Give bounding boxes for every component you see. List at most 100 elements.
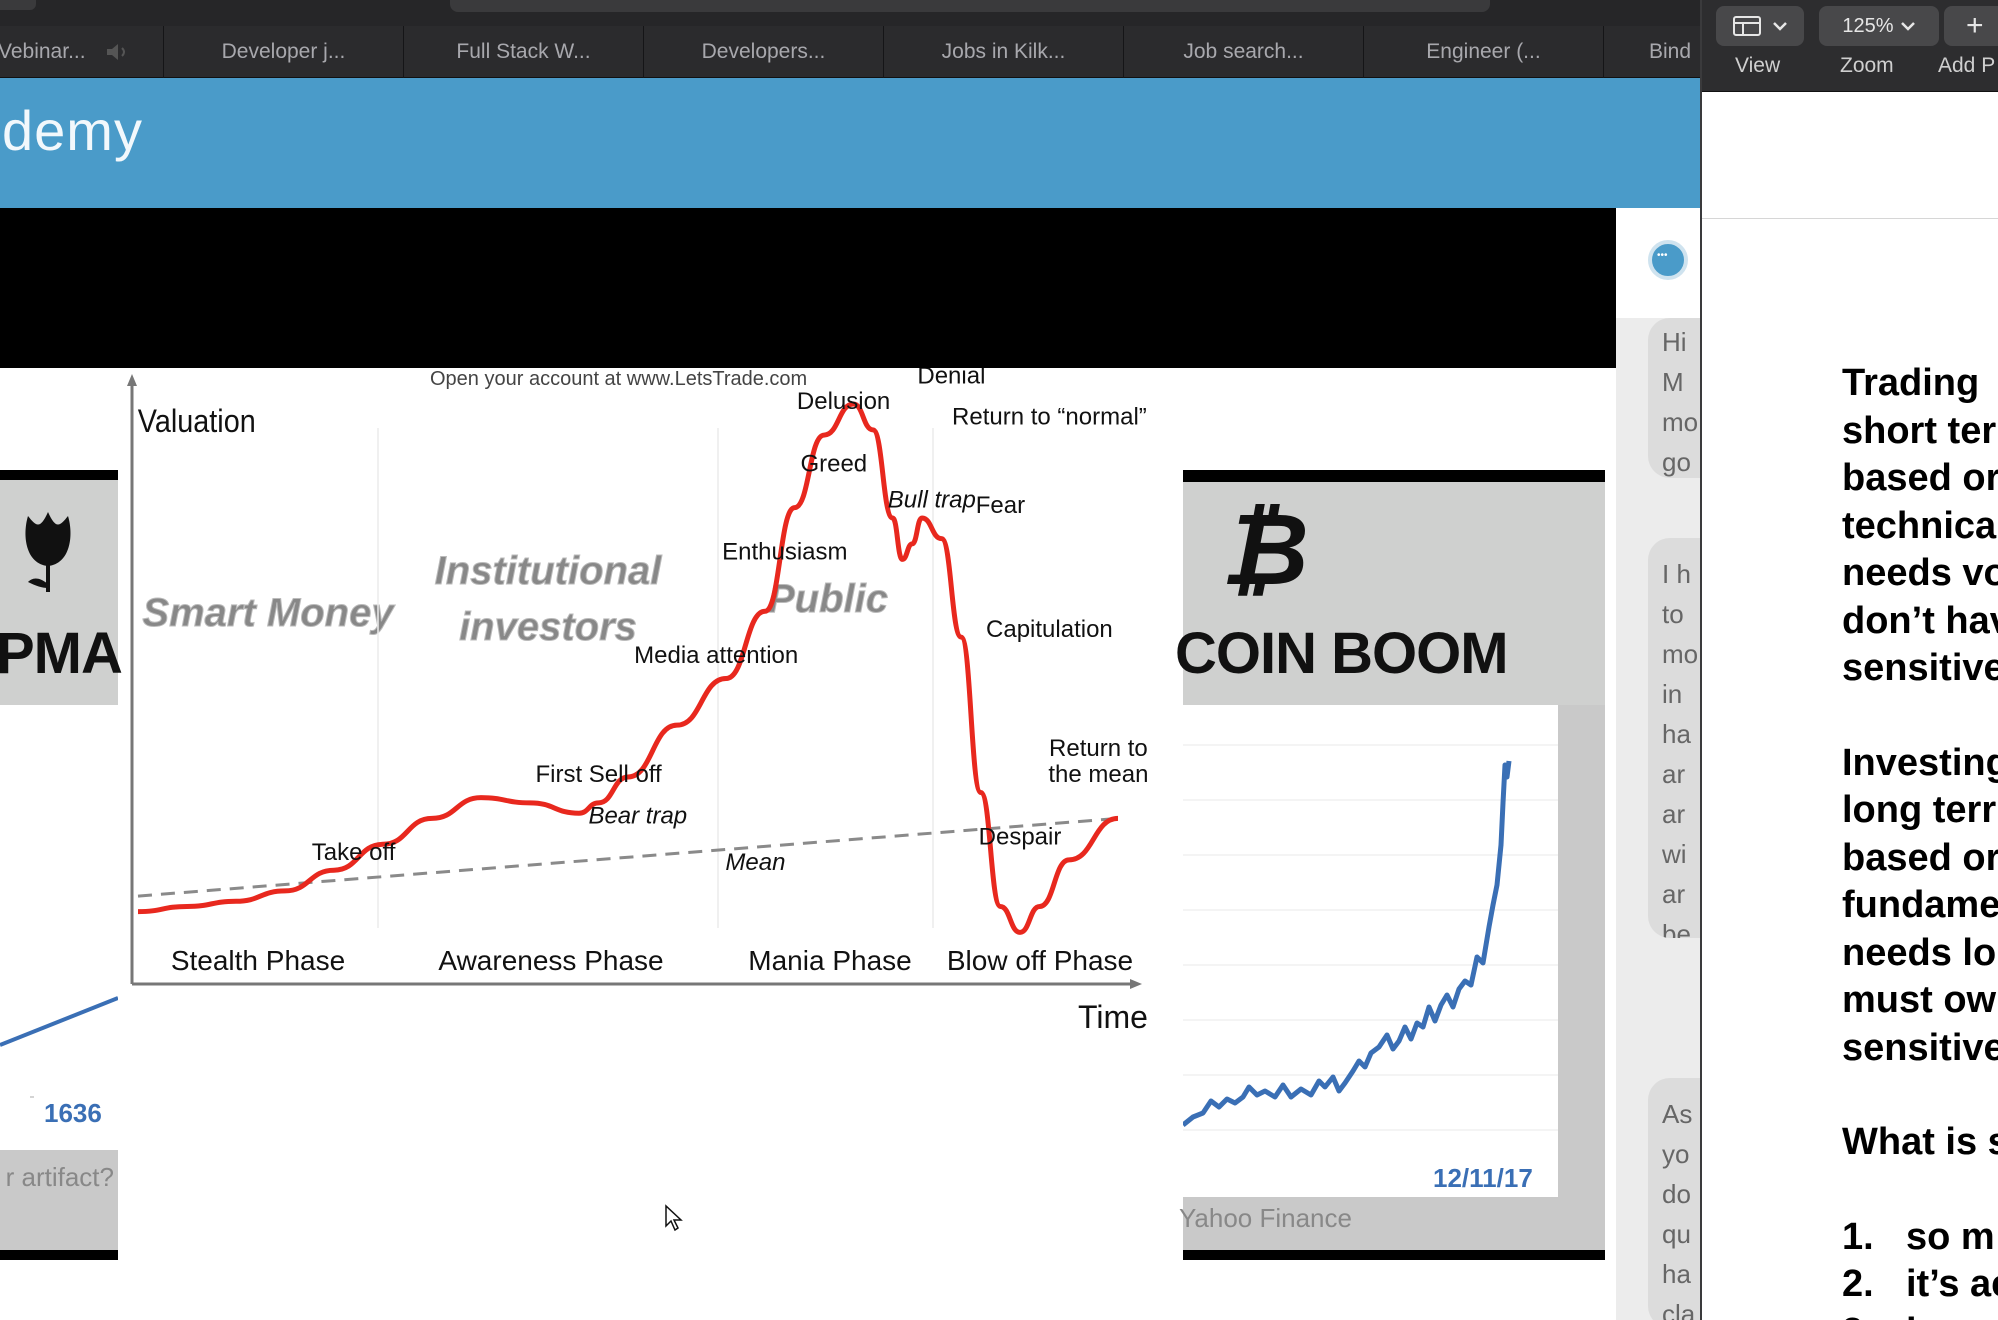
video-slide[interactable]: Open your account at www.LetsTrade.com P… [0, 368, 1616, 1320]
annotation-label: Bull trap [888, 487, 976, 514]
x-axis-arrow [1130, 979, 1142, 989]
chat-message-line: mo [1662, 407, 1699, 437]
bitcoin-panel-footer: Yahoo Finance [1179, 1197, 1605, 1250]
list-item-text: it’s ac [1906, 1263, 1998, 1305]
mouse-cursor-icon [665, 1204, 683, 1232]
browser-tab[interactable]: Engineer (... [1363, 26, 1603, 78]
browser-tab[interactable]: Job search... [1123, 26, 1363, 78]
document-line: long terr [1842, 789, 1997, 831]
document-line: needs vo [1842, 552, 1998, 594]
pages-document-window: View 125% Zoom + Add P Trading short ter b… [1700, 0, 1998, 1320]
video-letterbox [0, 208, 1616, 368]
address-bar[interactable] [450, 0, 1490, 12]
chat-message-line: qu [1662, 1219, 1691, 1249]
zoom-select[interactable]: 125% [1819, 6, 1939, 46]
bitcoin-boom-panel: ₿ COIN BOOM 12/11/17 Yahoo Finance [1175, 470, 1605, 1260]
browser-tab[interactable]: Bind [1603, 26, 1700, 78]
chat-message-line: yo [1662, 1139, 1690, 1169]
annotation-label: First Sell off [535, 761, 662, 788]
bitcoin-icon: ₿ [1221, 491, 1309, 608]
chat-message: I h to mo in ha ar ar wi ar be [1648, 538, 1708, 938]
browser-tab-bar: Vebinar... Developer j... Full Stack W..… [0, 26, 1700, 78]
annotation-label: Mean [725, 849, 785, 876]
annotation-label: Capitulation [986, 616, 1113, 643]
region-label: Institutional [435, 549, 663, 593]
window-control[interactable] [0, 0, 36, 10]
browser-tab[interactable]: Full Stack W... [403, 26, 643, 78]
annotation-label: Take off [312, 839, 396, 866]
view-button[interactable] [1716, 6, 1804, 46]
list-item: 2. it’s ac [1842, 1261, 1998, 1309]
tulip-price-chart: 1636 [0, 705, 119, 1150]
region-label: investors [459, 605, 637, 649]
annotation-label: Denial [917, 368, 985, 389]
udemy-header: demy [0, 78, 1700, 208]
chat-message-line: Hi [1662, 327, 1687, 357]
document-line: Trading [1842, 362, 1980, 404]
document-line: needs lo [1842, 931, 1997, 974]
reasons-list: 1.so m2.it’s ac3.le [1842, 1214, 1998, 1320]
tab-title: Bind [1649, 40, 1692, 63]
chat-header [1616, 208, 1700, 318]
chat-message-line: in [1662, 679, 1683, 709]
chat-message-line: ha [1662, 719, 1691, 749]
chat-message-line: go [1662, 447, 1691, 477]
annotation-label: Return to [1049, 735, 1148, 762]
add-page-label: Add P [1938, 54, 1996, 77]
document-line: fundame [1842, 884, 1998, 926]
document-line: Investing [1842, 741, 1998, 784]
list-item-number: 2. [1842, 1263, 1874, 1305]
tulip-panel-footer: r artifact? [0, 1150, 118, 1250]
phase-label: Mania Phase [748, 945, 911, 976]
panel-title-word: PMA [0, 621, 123, 686]
bitcoin-price-chart: 12/11/17 [1181, 705, 1558, 1197]
add-page-button[interactable]: + [1944, 6, 1998, 46]
document-line: based or [1842, 836, 1998, 879]
document-body[interactable]: Trading short ter based or technica needs vo… [1842, 360, 1998, 1320]
annotation-label: Delusion [797, 388, 890, 415]
chat-message-line: I h [1662, 559, 1691, 589]
chevron-down-icon [1773, 22, 1787, 31]
bitcoin-panel-margin [1558, 705, 1605, 1197]
chat-message-line: wi [1662, 839, 1687, 869]
y-axis-arrow [127, 374, 137, 386]
list-item: 1. so m [1842, 1214, 1998, 1262]
view-layout-icon [1733, 16, 1761, 36]
browser-tab[interactable]: Developer j... [163, 26, 403, 78]
document-line: based or [1842, 457, 1998, 499]
annotation-label: Return to “normal” [952, 404, 1147, 431]
annotation-label: Fear [976, 492, 1025, 519]
udemy-logo[interactable]: demy [2, 99, 143, 162]
tulip-year-label: 1636 [44, 1098, 102, 1128]
mean-trend-line [137, 816, 1119, 898]
investing-paragraph: Investing long terr based or fundame needs l… [1842, 740, 1998, 1073]
tulip-mania-panel: PMA 1636 r artifact? [0, 470, 123, 1260]
phase-label: Stealth Phase [171, 945, 345, 976]
chat-message-line: ar [1662, 879, 1686, 909]
chat-message-line: ar [1662, 759, 1686, 789]
annotation-label: Bear trap [588, 803, 687, 830]
list-item-number: 3. [1842, 1309, 1906, 1320]
tulip-icon [25, 512, 71, 592]
x-axis-label: Time [1078, 999, 1148, 1035]
y-axis-label: Valuation [138, 404, 256, 440]
chat-message-line: to [1662, 599, 1684, 629]
question-heading: What is s [1842, 1121, 1998, 1163]
tulip-price-line [0, 996, 119, 1098]
annotation-label: the mean [1048, 761, 1148, 788]
browser-tab[interactable]: Jobs in Kilk... [883, 26, 1123, 78]
tab-title: Developer j... [221, 40, 346, 63]
tab-title: Full Stack W... [456, 40, 591, 63]
chat-message-line: M [1662, 367, 1684, 397]
zoom-label: Zoom [1840, 54, 1894, 77]
browser-tab[interactable]: Developers... [643, 26, 883, 78]
annotation-label: Greed [800, 450, 867, 477]
region-label: Public [768, 577, 888, 621]
phase-label: Awareness Phase [438, 945, 663, 976]
region-label: Smart Money [142, 591, 395, 635]
browser-tab[interactable]: Vebinar... [0, 26, 163, 78]
mute-speaker-icon[interactable] [104, 42, 130, 62]
zoom-value: 125% [1842, 14, 1894, 37]
more-options-icon[interactable] [1648, 240, 1688, 280]
